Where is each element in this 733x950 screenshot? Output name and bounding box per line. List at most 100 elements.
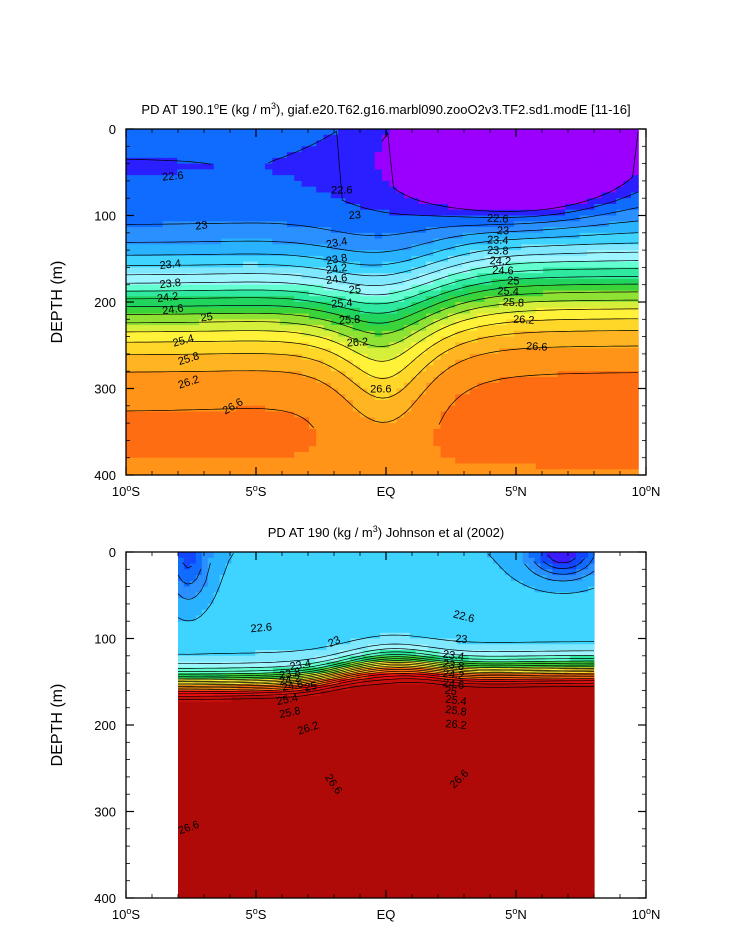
contour-cell xyxy=(426,244,434,250)
contour-cell xyxy=(367,296,375,302)
contour-cell xyxy=(367,273,375,279)
contour-cell xyxy=(177,417,185,423)
contour-cell xyxy=(338,365,346,371)
contour-cell xyxy=(375,406,383,412)
contour-cell xyxy=(455,221,463,227)
contour-cell xyxy=(360,285,368,291)
contour-cell xyxy=(155,412,163,418)
contour-cell xyxy=(231,610,238,616)
contour-cell xyxy=(485,389,493,395)
contour-cell xyxy=(419,152,427,158)
contour-cell xyxy=(470,423,478,429)
contour-cell xyxy=(221,158,229,164)
contour-cell xyxy=(572,244,580,250)
contour-cell xyxy=(294,331,302,337)
contour-cell xyxy=(367,458,375,464)
contour-cell xyxy=(346,169,354,175)
contour-cell xyxy=(208,783,215,789)
contour-cell xyxy=(250,296,258,302)
contour-cell xyxy=(426,463,434,469)
contour-cell xyxy=(528,187,536,193)
contour-cell xyxy=(214,806,221,812)
contour-cell xyxy=(184,840,191,846)
contour-cell xyxy=(228,377,236,383)
contour-cell xyxy=(265,423,273,429)
contour-cell xyxy=(185,227,193,233)
contour-cell xyxy=(360,267,368,273)
contour-cell xyxy=(572,227,580,233)
contour-cell xyxy=(272,164,280,170)
contour-cell xyxy=(441,146,449,152)
contour-cell xyxy=(280,458,288,464)
contour-cell xyxy=(126,308,134,314)
contour-cell xyxy=(572,146,580,152)
contour-cell xyxy=(375,314,383,320)
contour-cell xyxy=(221,146,229,152)
contour-cell xyxy=(346,365,354,371)
contour-cell xyxy=(133,250,141,256)
contour-cell xyxy=(170,216,178,222)
contour-cell xyxy=(228,290,236,296)
contour-cell xyxy=(470,314,478,320)
contour-cell xyxy=(258,239,266,245)
contour-cell xyxy=(287,239,295,245)
contour-cell xyxy=(272,216,280,222)
contour-cell xyxy=(141,417,149,423)
contour-cell xyxy=(265,141,273,147)
contour-cell xyxy=(587,452,595,458)
contour-cell xyxy=(141,129,149,135)
contour-cell xyxy=(367,279,375,285)
contour-cell xyxy=(558,262,566,268)
contour-cell xyxy=(389,348,397,354)
contour-cell xyxy=(272,302,280,308)
contour-cell xyxy=(214,290,222,296)
contour-cell xyxy=(492,175,500,181)
contour-cell xyxy=(550,210,558,216)
contour-cell xyxy=(214,302,222,308)
contour-cell xyxy=(404,152,412,158)
contour-cell xyxy=(316,371,324,377)
contour-cell xyxy=(226,748,233,754)
contour-cell xyxy=(177,204,185,210)
contour-cell xyxy=(543,452,551,458)
contour-cell xyxy=(192,164,200,170)
contour-cell xyxy=(463,227,471,233)
contour-cell xyxy=(470,141,478,147)
contour-cell xyxy=(133,279,141,285)
contour-cell xyxy=(470,417,478,423)
contour-cell xyxy=(389,406,397,412)
contour-cell xyxy=(221,325,229,331)
contour-cell xyxy=(587,429,595,435)
contour-cell xyxy=(528,244,536,250)
contour-cell xyxy=(133,360,141,366)
contour-cell xyxy=(287,417,295,423)
contour-cell xyxy=(463,169,471,175)
contour-cell xyxy=(177,400,185,406)
contour-cell xyxy=(206,342,214,348)
contour-cell xyxy=(133,135,141,141)
contour-cell xyxy=(499,354,507,360)
contour-cell xyxy=(177,412,185,418)
contour-cell xyxy=(375,417,383,423)
contour-cell xyxy=(565,146,573,152)
contour-cell xyxy=(404,354,412,360)
contour-cell xyxy=(294,319,302,325)
contour-cell xyxy=(331,354,339,360)
contour-cell xyxy=(287,227,295,233)
contour-cell xyxy=(558,377,566,383)
contour-cell xyxy=(199,204,207,210)
contour-cell xyxy=(148,377,156,383)
contour-cell xyxy=(382,267,390,273)
contour-cell xyxy=(631,400,639,406)
contour-cell xyxy=(177,440,185,446)
contour-cell xyxy=(170,412,178,418)
contour-cell xyxy=(141,290,149,296)
contour-cell xyxy=(565,325,573,331)
contour-cell xyxy=(287,440,295,446)
contour-cell xyxy=(324,371,332,377)
contour-cell xyxy=(411,141,419,147)
contour-cell xyxy=(199,169,207,175)
contour-cell xyxy=(367,244,375,250)
contour-cell xyxy=(594,365,602,371)
contour-cell xyxy=(250,164,258,170)
